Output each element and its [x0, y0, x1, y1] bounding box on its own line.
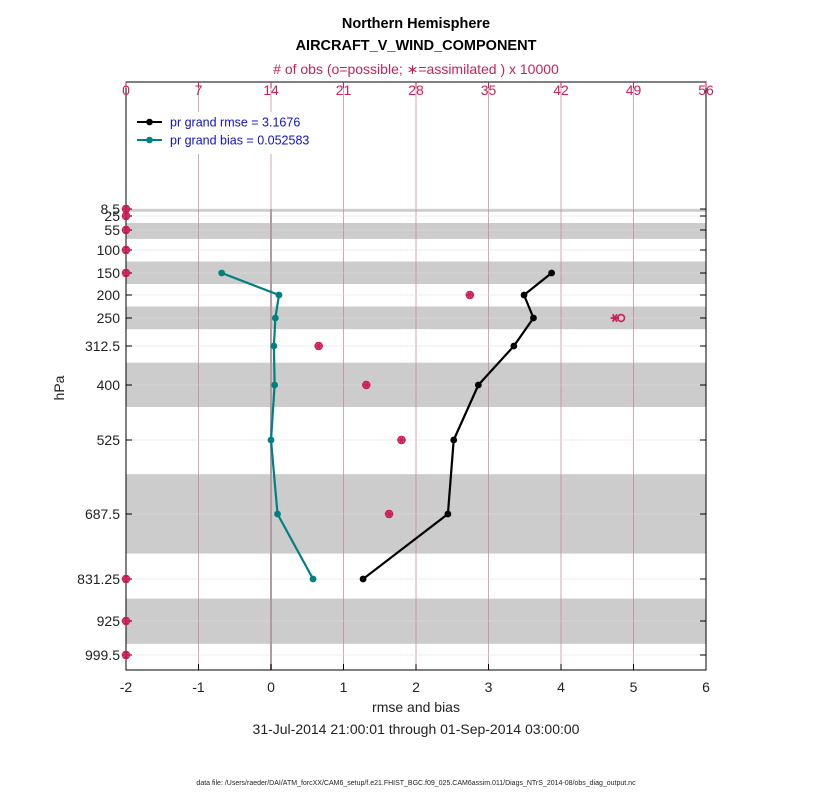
y-tick-label-312.5: 312.5 — [85, 338, 120, 354]
rmse-point-200 — [520, 291, 528, 299]
x-tick-label-5: 5 — [630, 679, 638, 695]
tick-labels: -2 -1 0 1 2 3 4 5 60 7 14 21 28 35 42 49 568.52555100150… — [77, 82, 714, 695]
x-tick-label-4: 4 — [557, 679, 565, 695]
obs-assimilated-831.25 — [121, 574, 131, 584]
bias-point-831.25 — [309, 575, 317, 583]
rmse-point-312.5 — [510, 342, 518, 350]
y-tick-label-100: 100 — [97, 242, 121, 258]
x-tick-label-2: 2 — [412, 679, 420, 695]
obs-count-markers — [121, 204, 626, 660]
obs-assimilated-200 — [465, 290, 475, 300]
x-tick-label-1: 1 — [340, 679, 348, 695]
obs-assimilated-525 — [397, 435, 406, 445]
x-tick-label-3: 3 — [485, 679, 493, 695]
legend-rmse-marker — [146, 118, 153, 126]
x-tick-label--1: -1 — [192, 679, 205, 695]
y-tick-label-25: 25 — [104, 208, 120, 224]
y-tick-label-400: 400 — [97, 377, 121, 393]
x-tick-label-0: 0 — [267, 679, 275, 695]
x-tick-label-6: 6 — [702, 679, 710, 695]
obs-assimilated-999.5 — [121, 650, 131, 660]
y-tick-label-200: 200 — [97, 287, 121, 303]
y-tick-label-525: 525 — [97, 432, 121, 448]
rmse-point-687.5 — [444, 510, 452, 518]
top-tick-label-14: 14 — [263, 82, 279, 98]
legend-box — [128, 112, 340, 154]
bias-point-687.5 — [274, 510, 281, 518]
bias-point-400 — [271, 381, 279, 389]
rmse-point-831.25 — [359, 575, 367, 583]
bias-point-525 — [267, 436, 275, 444]
top-tick-label-42: 42 — [553, 82, 569, 98]
x-axis-label: rmse and bias — [372, 699, 460, 715]
obs-assimilated-925 — [121, 616, 131, 626]
rmse-point-150 — [548, 269, 555, 277]
bias-point-312.5 — [270, 342, 278, 350]
obs-assimilated-400 — [362, 380, 371, 390]
obs-star-stroke — [123, 245, 129, 255]
top-axis-label: # of obs (o=possible; ∗=assimilated ) x … — [273, 61, 559, 77]
obs-star-stroke — [123, 204, 129, 214]
legend-rmse-label: pr grand rmse = 3.1676 — [170, 116, 300, 130]
legend: pr grand rmse = 3.1676 pr grand bias = 0… — [128, 112, 340, 154]
legend-bias-marker — [146, 136, 153, 144]
obs-assimilated-25 — [121, 211, 131, 221]
obs-star-stroke — [611, 313, 618, 323]
top-tick-label-21: 21 — [336, 82, 352, 98]
y-tick-label-150: 150 — [97, 265, 121, 281]
data-file-footnote: data file: /Users/raeder/DAI/ATM_forcXX/… — [196, 780, 636, 787]
bias-line — [221, 271, 315, 580]
y-tick-label-925: 925 — [97, 613, 121, 629]
obs-star-stroke — [466, 290, 473, 300]
rmse-point-250 — [530, 314, 537, 322]
obs-star-stroke — [398, 435, 405, 445]
obs-assimilated-687.5 — [384, 509, 394, 519]
y-tick-label-831.25: 831.25 — [77, 571, 120, 587]
obs-star-stroke — [123, 225, 129, 235]
x-tick-label--2: -2 — [120, 679, 133, 695]
series-layer — [218, 269, 555, 583]
rmse-line — [362, 272, 553, 580]
obs-assimilated-100 — [121, 245, 131, 255]
y-axis-label: hPa — [51, 375, 67, 400]
obs-star-stroke — [123, 574, 129, 584]
rmse-point-400 — [474, 381, 482, 389]
obs-assimilated-8.5 — [121, 204, 131, 214]
obs-assimilated-55 — [121, 225, 131, 235]
y-tick-label-999.5: 999.5 — [85, 647, 120, 663]
chart-title: Northern Hemisphere — [342, 16, 490, 32]
obs-star-stroke — [123, 650, 129, 660]
top-tick-label-0: 0 — [122, 82, 130, 98]
obs-star-stroke — [315, 341, 322, 351]
bias-point-150 — [218, 269, 226, 277]
obs-star-stroke — [386, 509, 392, 519]
obs-assimilated-150 — [121, 268, 131, 278]
legend-bias-label: pr grand bias = 0.052583 — [170, 134, 309, 148]
obs-star-stroke — [363, 380, 370, 390]
obs-star-stroke — [123, 268, 129, 278]
top-tick-label-7: 7 — [195, 82, 203, 98]
y-tick-label-250: 250 — [97, 310, 121, 326]
chart-subtitle: AIRCRAFT_V_WIND_COMPONENT — [296, 38, 537, 54]
top-tick-label-28: 28 — [408, 82, 424, 98]
vertical-gridlines — [126, 82, 706, 670]
date-range: 31-Jul-2014 21:00:01 through 01-Sep-2014… — [253, 721, 580, 737]
obs-star-stroke — [123, 211, 129, 221]
obs-assimilated-250 — [610, 313, 620, 323]
top-tick-label-35: 35 — [481, 82, 497, 98]
y-tick-label-55: 55 — [104, 222, 120, 238]
y-tick-label-687.5: 687.5 — [85, 506, 120, 522]
obs-assimilated-312.5 — [314, 341, 323, 351]
rmse-point-525 — [450, 436, 458, 444]
bias-point-200 — [275, 291, 283, 299]
top-tick-label-56: 56 — [698, 82, 714, 98]
obs-star-stroke — [123, 616, 129, 626]
bias-point-250 — [271, 314, 279, 322]
y-tick-label-8.5: 8.5 — [101, 201, 121, 217]
top-tick-label-49: 49 — [626, 82, 642, 98]
